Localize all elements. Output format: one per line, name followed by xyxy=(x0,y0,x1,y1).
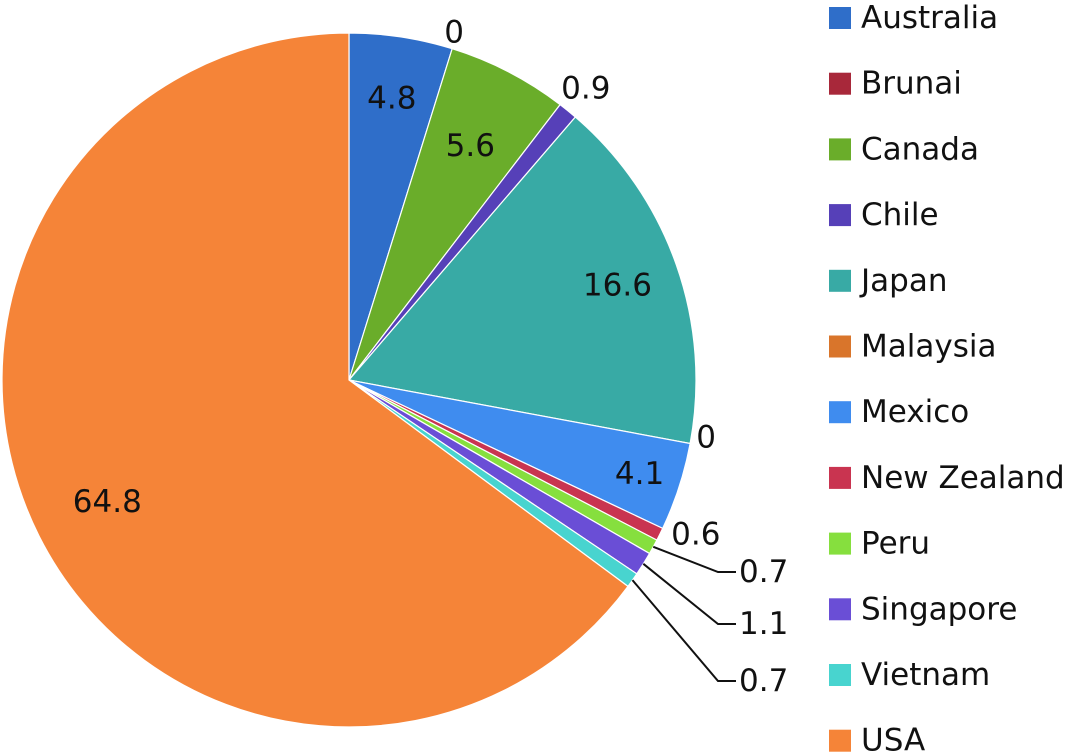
legend-label-peru: Peru xyxy=(861,526,930,562)
data-label-malaysia: 0 xyxy=(696,419,716,455)
legend-swatch-canada xyxy=(829,138,851,161)
data-label-japan: 16.6 xyxy=(583,268,652,304)
data-label-peru: 0.7 xyxy=(739,554,788,590)
legend-swatch-usa xyxy=(829,729,851,752)
legend-swatch-mexico xyxy=(829,401,851,424)
legend-swatch-peru xyxy=(829,532,851,555)
data-label-brunai: 0 xyxy=(444,15,464,51)
legend-label-singapore: Singapore xyxy=(861,591,1017,627)
legend-label-japan: Japan xyxy=(859,263,947,299)
leader-line-peru xyxy=(652,545,736,573)
data-label-chile: 0.9 xyxy=(561,71,610,107)
pie-slice-japan xyxy=(347,116,697,445)
legend-label-usa: USA xyxy=(861,723,925,754)
data-label-australia: 4.8 xyxy=(367,81,416,117)
data-label-mexico: 4.1 xyxy=(615,456,664,492)
legend-label-vietnam: Vietnam xyxy=(861,657,990,693)
legend-swatch-new-zealand xyxy=(829,466,851,489)
legend-label-brunai: Brunai xyxy=(861,66,962,102)
legend-label-australia: Australia xyxy=(861,0,998,36)
legend-swatch-malaysia xyxy=(829,335,851,358)
legend-swatch-australia xyxy=(829,7,851,29)
legend-swatch-vietnam xyxy=(829,664,851,686)
data-label-new-zealand: 0.6 xyxy=(671,516,720,552)
data-label-singapore: 1.1 xyxy=(739,606,788,642)
legend-label-canada: Canada xyxy=(861,131,979,167)
legend-label-mexico: Mexico xyxy=(861,394,969,430)
leader-lines xyxy=(631,545,736,682)
legend: Australia Brunai Canada Chile Japan Malaysia M… xyxy=(829,0,1065,754)
data-label-canada: 5.6 xyxy=(446,128,495,164)
legend-label-new-zealand: New Zealand xyxy=(861,460,1065,496)
legend-swatch-singapore xyxy=(829,598,851,621)
data-labels: 4.8 0 5.6 0.9 16.6 0 4.10.6 0.7 1.1 0.7 64.8 xyxy=(73,15,789,699)
leader-line-vietnam xyxy=(631,579,736,682)
pie-slice-usa xyxy=(1,32,629,728)
legend-label-malaysia: Malaysia xyxy=(861,329,996,365)
legend-swatch-japan xyxy=(829,269,851,292)
pie-slices xyxy=(1,32,697,728)
legend-label-chile: Chile xyxy=(861,197,939,233)
legend-swatch-chile xyxy=(829,204,851,227)
leader-line-singapore xyxy=(642,563,736,625)
data-label-usa: 64.8 xyxy=(73,484,142,520)
data-label-vietnam: 0.7 xyxy=(739,663,788,699)
legend-swatch-brunai xyxy=(829,72,851,95)
